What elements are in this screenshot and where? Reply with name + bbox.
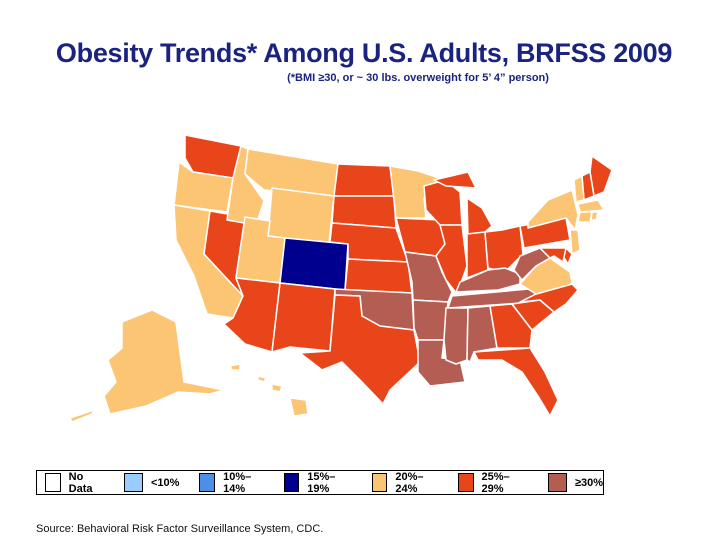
legend-swatch	[371, 473, 388, 492]
map-subtitle: (*BMI ≥30, or ~ 30 lbs. overweight for 5…	[287, 72, 549, 84]
legend-label: 20%–24%	[395, 470, 424, 495]
state-mt	[244, 148, 339, 197]
state-nc	[519, 283, 579, 313]
state-wy	[267, 187, 335, 244]
state-nd	[333, 163, 395, 197]
state-hi	[229, 363, 309, 417]
state-tx	[299, 294, 421, 405]
state-fl	[473, 347, 559, 417]
state-ar	[412, 299, 449, 341]
state-ky	[455, 267, 521, 293]
state-ma	[577, 199, 605, 213]
legend-item: 20%–24%	[371, 470, 436, 495]
legend-label: 25%–29%	[481, 470, 510, 495]
legend-item: No Data	[45, 471, 102, 495]
legend-label: No Data	[68, 470, 93, 495]
legend-swatch	[283, 473, 300, 492]
state-ms	[443, 307, 469, 365]
legend-item: 10%–14%	[199, 471, 263, 495]
state-nm	[271, 282, 336, 353]
legend-swatch	[123, 473, 143, 492]
state-il	[435, 224, 468, 295]
state-ak	[69, 309, 225, 423]
legend-item: 25%–29%	[457, 470, 522, 495]
legend-label: 10%–14%	[223, 470, 252, 495]
state-nj	[569, 229, 581, 255]
state-ny	[527, 189, 579, 231]
legend-swatch	[45, 473, 61, 492]
state-md	[539, 247, 567, 263]
state-ks	[344, 258, 413, 294]
legend-item: 15%–19%	[283, 470, 348, 495]
state-me	[589, 155, 613, 197]
legend: No Data <10% 10%–14% 15%–19% 20%–24% 25%–29% ≥…	[36, 470, 604, 495]
source-note: Source: Behavioral Risk Factor Surveilla…	[36, 523, 324, 535]
legend-swatch	[547, 473, 567, 492]
legend-label: 15%–19%	[307, 470, 336, 495]
legend-swatch	[199, 473, 216, 492]
state-co	[279, 237, 349, 291]
state-ri	[590, 211, 599, 221]
legend-item: <10%	[123, 473, 180, 492]
legend-item: ≥30%	[547, 473, 603, 492]
state-vt	[573, 175, 585, 203]
legend-swatch	[457, 473, 474, 492]
legend-label: <10%	[150, 476, 180, 489]
state-ct	[577, 211, 593, 223]
state-ga	[489, 303, 533, 349]
map-title: Obesity Trends* Among U.S. Adults, BRFSS…	[55, 38, 673, 68]
legend-label: ≥30%	[574, 476, 603, 489]
